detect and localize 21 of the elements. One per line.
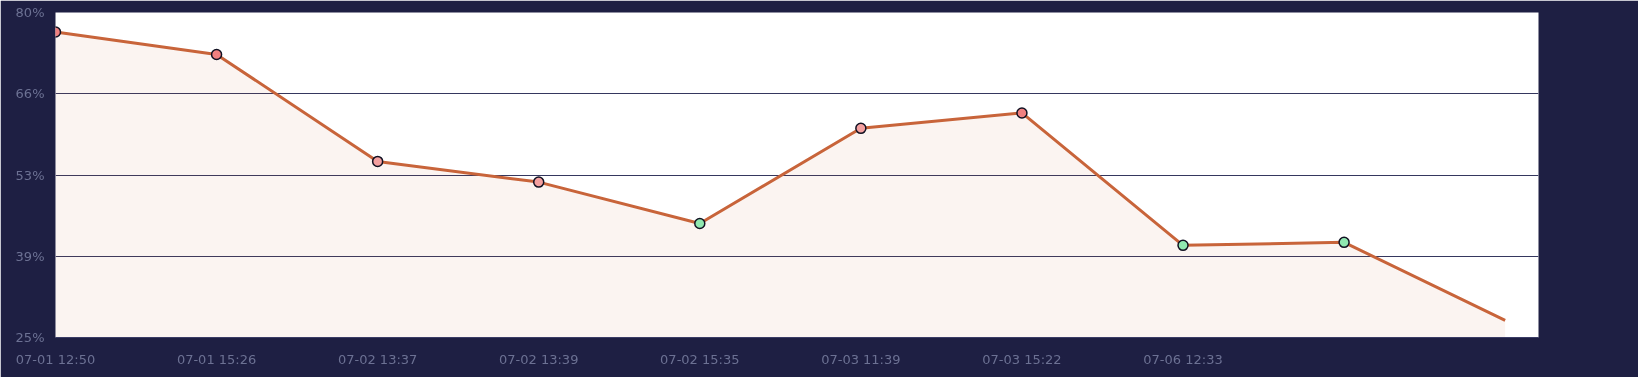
point xyxy=(694,217,706,230)
y-tick-label: 39% xyxy=(15,248,45,264)
point xyxy=(1338,236,1350,249)
point xyxy=(371,155,384,168)
y-tick-label: 66% xyxy=(15,86,45,102)
x-tick-label: 07-06 12:33 xyxy=(1143,351,1223,367)
point xyxy=(1177,239,1189,252)
x-tick-label: 07-02 13:37 xyxy=(337,351,418,367)
y-tick-label: 53% xyxy=(15,167,45,183)
point xyxy=(855,122,867,135)
x-tick-label: 07-03 15:22 xyxy=(982,351,1062,367)
y-tick-label: 25% xyxy=(15,330,45,345)
point xyxy=(210,48,223,61)
point xyxy=(1016,107,1028,119)
point xyxy=(532,176,545,188)
x-tick-label: 07-01 15:26 xyxy=(176,351,257,367)
x-tick-label: 07-02 13:39 xyxy=(499,351,579,367)
x-tick-label: 07-02 15:35 xyxy=(660,351,740,367)
y-tick-label: 80% xyxy=(15,5,45,20)
x-tick-label: 07-03 11:39 xyxy=(821,351,901,367)
x-tick-label: 07-01 12:50 xyxy=(15,351,96,367)
